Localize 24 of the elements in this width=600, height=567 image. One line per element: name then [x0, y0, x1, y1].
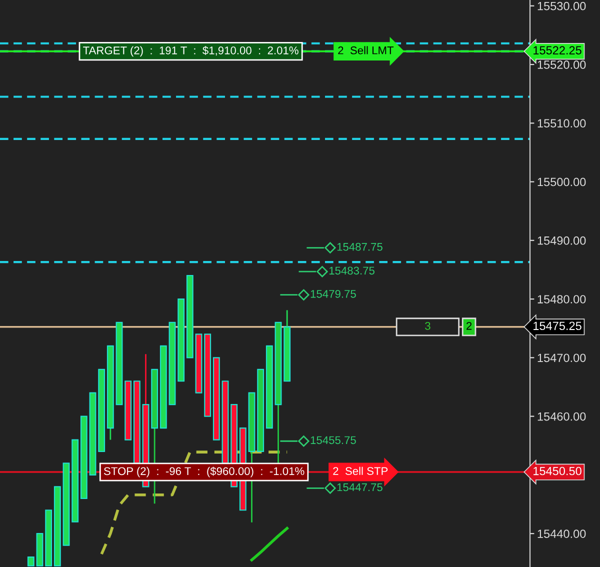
y-tick-label: 15440.00 [538, 530, 586, 538]
y-tick-label: 15520.00 [538, 60, 586, 69]
annotation: 2 Sell STP [333, 466, 388, 475]
ref-line-label: 15522.25 [534, 46, 582, 54]
y-tick-label: 15510.00 [538, 119, 586, 128]
annotation: 3 [425, 322, 430, 330]
y-tick-label: 15460.00 [538, 412, 586, 421]
annotation: 15455.75 [310, 436, 356, 444]
annotation: 2 Sell LMT [338, 46, 394, 54]
y-tick-label: 15490.00 [538, 236, 586, 245]
annotation: 2 [466, 322, 472, 330]
y-tick-label: 15470.00 [538, 354, 586, 362]
annotation: 15483.75 [329, 266, 374, 275]
line-series [250, 526, 288, 562]
annotation: 15479.75 [310, 290, 356, 298]
annotation: STOP (2) : -96 T : ($960.00) : -1.01% [104, 466, 304, 478]
y-tick-label: 15480.00 [538, 295, 586, 304]
ref-line-label: 15450.50 [534, 466, 582, 476]
annotation: 15447.75 [337, 483, 382, 492]
annotation: 15487.75 [337, 242, 382, 251]
ref-line-label: 15475.25 [534, 322, 582, 330]
annotation: TARGET (2) : 191 T : $1,910.00 : 2.01% [83, 46, 298, 57]
y-tick-label: 15530.00 [538, 2, 586, 10]
y-tick-label: 15500.00 [538, 178, 586, 186]
